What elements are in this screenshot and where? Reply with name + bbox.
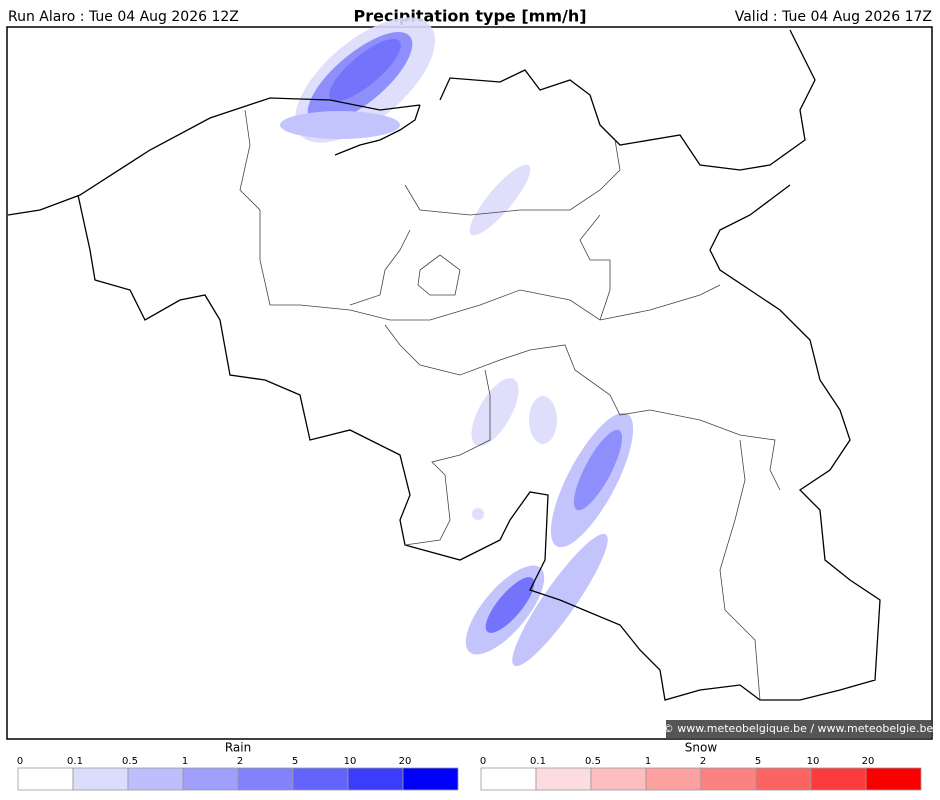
legend-tick: 0.5 xyxy=(585,756,601,767)
legend-tick: 2 xyxy=(700,756,706,767)
legend-swatch xyxy=(700,767,757,791)
legend-swatch xyxy=(865,767,922,791)
valid-label: Valid : Tue 04 Aug 2026 17Z xyxy=(735,9,932,25)
legend-tick: 0 xyxy=(480,756,486,767)
legend-swatch xyxy=(590,767,647,791)
legend-tick: 20 xyxy=(399,756,412,767)
borders xyxy=(7,29,881,701)
legend-title: Rain xyxy=(225,741,251,755)
legend-title: Snow xyxy=(685,741,718,755)
legend-swatch xyxy=(480,767,537,791)
legend-tick: 1 xyxy=(645,756,651,767)
legends: Rain 0 0.1 0.5 1 2 5 10 20 Snow 0 0.1 0.5 1 2 5 10 20 xyxy=(17,741,922,791)
legend-swatch xyxy=(535,767,592,791)
legend-swatch xyxy=(17,767,74,791)
legend-swatch xyxy=(292,767,349,791)
legend-swatch xyxy=(127,767,184,791)
legend-swatch xyxy=(182,767,239,791)
map: © www.meteobelgique.be / www.meteobelgie… xyxy=(6,17,934,740)
legend-tick: 20 xyxy=(862,756,875,767)
legend-tick: 0.1 xyxy=(530,756,546,767)
precipitation xyxy=(280,17,634,667)
legend-tick: 10 xyxy=(344,756,357,767)
legend-swatch xyxy=(755,767,812,791)
legend-tick: 1 xyxy=(182,756,188,767)
legend-tick: 5 xyxy=(755,756,761,767)
legend-swatch xyxy=(237,767,294,791)
run-label: Run Alaro : Tue 04 Aug 2026 12Z xyxy=(8,9,239,25)
legend-tick: 0 xyxy=(17,756,23,767)
legend-swatch xyxy=(810,767,867,791)
legend-swatch xyxy=(645,767,702,791)
credit: © www.meteobelgique.be / www.meteobelgie… xyxy=(663,722,934,735)
legend-swatch xyxy=(347,767,404,791)
legend-swatch xyxy=(402,767,459,791)
legend-tick: 5 xyxy=(292,756,298,767)
legend-swatch xyxy=(72,767,129,791)
map-frame xyxy=(6,26,933,740)
legend-tick: 10 xyxy=(807,756,820,767)
legend-tick: 2 xyxy=(237,756,243,767)
legend-tick: 0.5 xyxy=(122,756,138,767)
credit-box xyxy=(666,720,931,738)
legend-tick: 0.1 xyxy=(67,756,83,767)
